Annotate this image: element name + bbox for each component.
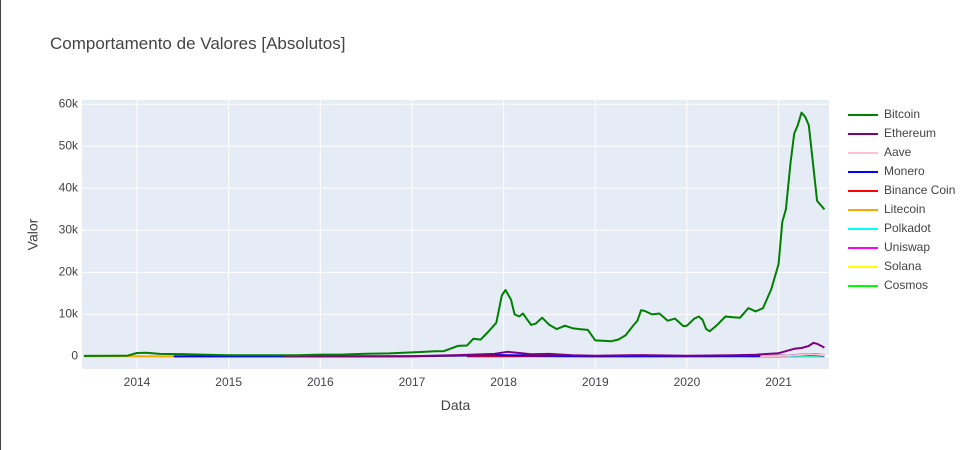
plot-area (82, 100, 829, 369)
y-tick-label: 20k (59, 265, 79, 279)
y-tick-label: 60k (59, 96, 79, 110)
window-left-border (0, 0, 1, 450)
legend-label-uniswap[interactable]: Uniswap (884, 240, 930, 254)
x-tick-label: 2015 (215, 375, 242, 389)
x-tick-label: 2014 (124, 375, 151, 389)
x-tick-label: 2020 (674, 375, 701, 389)
y-axis-title: Valor (25, 218, 41, 250)
legend-label-cosmos[interactable]: Cosmos (884, 278, 928, 292)
series-line-ethereum[interactable] (283, 341, 825, 358)
legend-label-polkadot[interactable]: Polkadot (884, 221, 931, 235)
y-tick-label: 40k (59, 180, 79, 194)
y-tick-label: 0 (71, 349, 78, 363)
x-tick-label: 2019 (582, 375, 609, 389)
legend-label-bitcoin[interactable]: Bitcoin (884, 107, 920, 121)
x-tick-label: 2021 (765, 375, 792, 389)
x-tick-label: 2018 (490, 375, 517, 389)
x-axis-title: Data (441, 397, 471, 413)
legend-label-litecoin[interactable]: Litecoin (884, 202, 925, 216)
y-tick-label: 50k (59, 138, 79, 152)
series-line-bitcoin[interactable] (83, 111, 826, 357)
y-tick-label: 10k (59, 307, 79, 321)
legend-label-ethereum[interactable]: Ethereum (884, 126, 936, 140)
series-line-aave[interactable] (760, 353, 825, 358)
legend-label-binance-coin[interactable]: Binance Coin (884, 183, 955, 197)
legend-label-solana[interactable]: Solana (884, 259, 922, 273)
legend-label-monero[interactable]: Monero (884, 164, 925, 178)
y-tick-label: 30k (59, 222, 79, 236)
chart-title: Comportamento de Valores [Absolutos] (50, 34, 346, 53)
legend-label-aave[interactable]: Aave (884, 145, 912, 159)
x-tick-label: 2016 (307, 375, 334, 389)
x-tick-label: 2017 (399, 375, 426, 389)
